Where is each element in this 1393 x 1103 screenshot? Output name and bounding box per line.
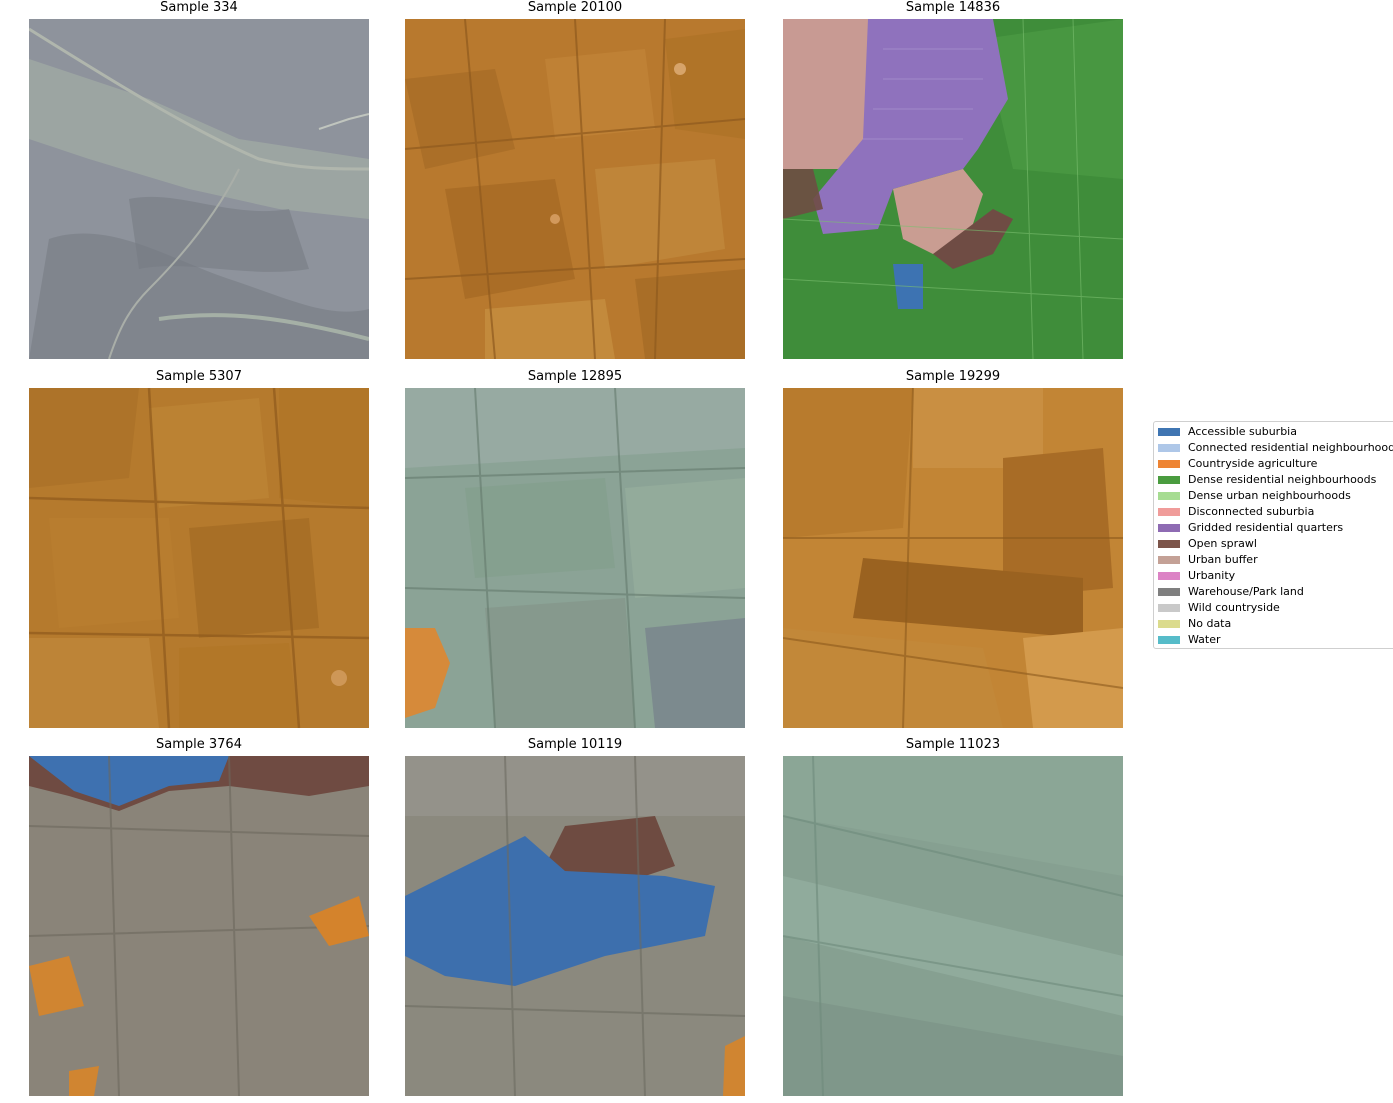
legend-label: Gridded residential quarters	[1188, 521, 1344, 534]
panel-title: Sample 12895	[527, 369, 623, 384]
legend-label: Dense urban neighbourhoods	[1188, 489, 1351, 502]
legend-label: Accessible suburbia	[1188, 425, 1297, 438]
legend-label: Connected residential neighbourhoods	[1188, 441, 1393, 454]
legend-item: Urbanity	[1158, 568, 1235, 584]
legend-item: Dense residential neighbourhoods	[1158, 472, 1376, 488]
legend: Accessible suburbia Connected residential…	[1153, 421, 1393, 649]
panel-title: Sample 3764	[156, 737, 242, 752]
legend-item: Connected residential neighbourhoods	[1158, 440, 1393, 456]
legend-item: Urban buffer	[1158, 552, 1258, 568]
legend-label: No data	[1188, 617, 1232, 630]
legend-item: Water	[1158, 632, 1221, 648]
legend-item: No data	[1158, 616, 1231, 632]
legend-swatch	[1158, 428, 1180, 436]
legend-label: Disconnected suburbia	[1188, 505, 1315, 518]
legend-item: Open sprawl	[1158, 536, 1257, 552]
legend-swatch	[1158, 636, 1180, 644]
legend-swatch	[1158, 444, 1180, 452]
legend-label: Wild countryside	[1188, 601, 1280, 614]
legend-item: Accessible suburbia	[1158, 424, 1297, 440]
satellite-image	[783, 388, 1123, 728]
satellite-image	[405, 388, 745, 728]
legend-label: Urban buffer	[1188, 553, 1258, 566]
panel-title: Sample 334	[160, 0, 238, 15]
satellite-image	[405, 19, 745, 359]
legend-swatch	[1158, 508, 1180, 516]
legend-swatch	[1158, 572, 1180, 580]
panel-title: Sample 5307	[156, 369, 242, 384]
satellite-image	[405, 756, 745, 1096]
legend-swatch	[1158, 476, 1180, 484]
satellite-image-tile	[783, 388, 1123, 728]
legend-item: Gridded residential quarters	[1158, 520, 1343, 536]
legend-label: Water	[1188, 633, 1221, 646]
satellite-image-tile	[783, 756, 1123, 1096]
legend-swatch	[1158, 556, 1180, 564]
satellite-image	[29, 756, 369, 1096]
satellite-image	[29, 388, 369, 728]
satellite-image	[783, 756, 1123, 1096]
satellite-image-tile	[405, 19, 745, 359]
legend-swatch	[1158, 540, 1180, 548]
legend-label: Countryside agriculture	[1188, 457, 1318, 470]
legend-swatch	[1158, 588, 1180, 596]
legend-label: Warehouse/Park land	[1188, 585, 1304, 598]
legend-item: Disconnected suburbia	[1158, 504, 1314, 520]
panel-title: Sample 19299	[905, 369, 1001, 384]
panel-title: Sample 10119	[527, 737, 623, 752]
legend-item: Dense urban neighbourhoods	[1158, 488, 1351, 504]
legend-label: Open sprawl	[1188, 537, 1257, 550]
legend-swatch	[1158, 620, 1180, 628]
legend-swatch	[1158, 460, 1180, 468]
satellite-image	[783, 19, 1123, 359]
satellite-image-tile	[405, 388, 745, 728]
panel-title: Sample 20100	[527, 0, 623, 15]
panel-title: Sample 14836	[905, 0, 1001, 15]
legend-label: Dense residential neighbourhoods	[1188, 473, 1377, 486]
legend-swatch	[1158, 524, 1180, 532]
legend-swatch	[1158, 604, 1180, 612]
satellite-image-tile	[783, 19, 1123, 359]
legend-item: Wild countryside	[1158, 600, 1280, 616]
legend-swatch	[1158, 492, 1180, 500]
legend-item: Warehouse/Park land	[1158, 584, 1304, 600]
panel-title: Sample 11023	[905, 737, 1001, 752]
satellite-image	[29, 19, 369, 359]
satellite-image-tile	[29, 756, 369, 1096]
legend-item: Countryside agriculture	[1158, 456, 1317, 472]
satellite-image-tile	[29, 388, 369, 728]
satellite-image-tile	[405, 756, 745, 1096]
satellite-image-tile	[29, 19, 369, 359]
legend-label: Urbanity	[1188, 569, 1236, 582]
